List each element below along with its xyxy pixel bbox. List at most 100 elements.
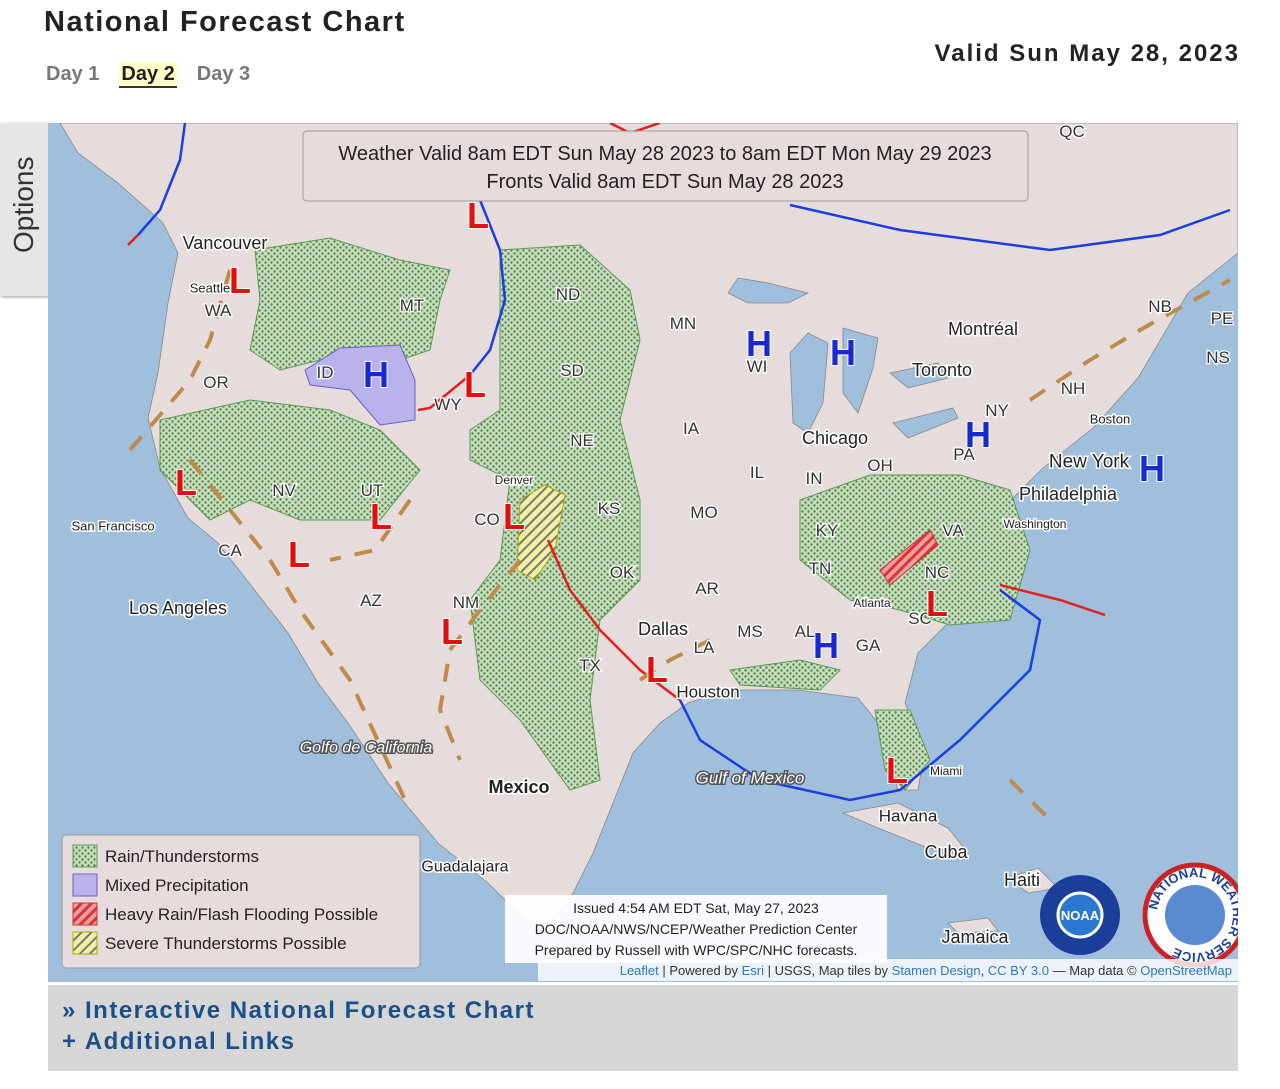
region-label: NC [925,563,950,582]
low-pressure: L [441,611,463,652]
region-label: IL [750,463,764,482]
region-label: NV [272,481,296,500]
place-label: Denver [495,473,534,487]
high-pressure: H [746,323,772,364]
day-tab[interactable]: Day 2 [119,62,177,88]
low-pressure: L [370,496,392,537]
legend [61,834,421,969]
region-label: WA [205,301,232,320]
banner [302,130,1029,202]
region-label: QC [1059,123,1085,141]
low-pressure: L [229,260,251,301]
region-label: SD [560,361,584,380]
page-link[interactable]: + Additional Links [62,1028,296,1055]
region-label: WY [434,395,461,414]
high-pressure: H [363,354,389,395]
place-label: Cuba [924,842,968,862]
day-tab[interactable]: Day 1 [46,63,100,85]
region-label: AZ [360,591,382,610]
region-label: NH [1061,379,1086,398]
region-label: NM [453,593,479,612]
options-label[interactable]: Options [8,156,39,254]
region-label: NY [985,401,1009,420]
place-label: Golfo de California [300,739,433,756]
region-label: UT [361,481,384,500]
region-label: KY [816,521,839,540]
low-pressure: L [288,534,310,575]
region-label: LA [694,638,715,657]
attribution-link[interactable]: OpenStreetMap [1140,963,1232,978]
forecast-map: WA OR CA NV ID MT WY UT CO AZ NM ND SD NE KS OK TX MN IA MO… [48,123,1238,982]
place-label: Gulf of Mexico [696,769,805,788]
place-label: Mexico [488,777,549,797]
place-label: Jamaica [941,927,1009,947]
high-pressure: H [965,414,991,455]
region-label: KS [598,499,621,518]
low-pressure: L [646,649,668,690]
high-pressure: H [1139,448,1165,489]
region-label: NS [1206,348,1230,367]
link-bar: » Interactive National Forecast Chart + A… [48,985,1238,1071]
high-pressure: H [830,332,856,373]
place-label: Seattle [190,280,230,295]
place-label: Havana [879,807,938,826]
place-label: Dallas [638,619,688,639]
place-label: Guadalajara [421,858,508,875]
low-pressure: L [926,583,948,624]
region-label: NB [1148,297,1172,316]
region-label: MT [400,296,425,315]
place-label: Haiti [1004,870,1040,890]
region-label: PA [953,445,975,464]
place-label: Toronto [912,360,972,380]
legend-label: Rain/Thunderstorms [105,847,259,866]
attribution-link[interactable]: Esri [742,963,765,978]
attribution-text: | Powered by [659,963,742,978]
region-label: GA [856,636,881,655]
region-label: CO [474,510,500,529]
attribution-link[interactable]: Leaflet [620,963,659,978]
attribution-text: | USGS, Map tiles by [764,963,892,978]
banner-line: Fronts Valid 8am EDT Sun May 28 2023 [486,171,843,193]
attribution: Leaflet | Powered by Esri | USGS, Map ti… [620,963,1232,978]
place-label: Los Angeles [129,598,227,618]
region-label: NE [570,431,594,450]
page-link[interactable]: » Interactive National Forecast Chart [62,997,535,1024]
place-label: Montréal [948,319,1018,339]
region-label: OK [610,563,635,582]
low-pressure: L [464,364,486,405]
place-label: Atlanta [853,596,891,610]
place-label: Houston [676,683,739,702]
noaa-logo-text: NOAA [1061,908,1100,923]
region-label: MS [737,622,763,641]
attribution-link[interactable]: Stamen Design [892,963,981,978]
region-label: IN [806,469,823,488]
place-label: Miami [930,764,962,778]
place-label: Vancouver [183,233,268,253]
region-label: ND [556,285,581,304]
banner-line: Weather Valid 8am EDT Sun May 28 2023 to… [338,143,991,165]
place-label: New York [1049,451,1130,472]
attribution-bar [538,959,1238,981]
legend-label: Severe Thunderstorms Possible [105,934,347,953]
place-label: Washington [1004,517,1067,531]
valid-date: Valid Sun May 28, 2023 [934,40,1240,67]
low-pressure: L [175,462,197,503]
options-tab[interactable]: Options [0,123,55,296]
fronts [127,123,1231,802]
attribution-text: , [981,963,988,978]
legend-label: Mixed Precipitation [105,876,249,895]
issued-line: Issued 4:54 AM EDT Sat, May 27, 2023 [573,900,819,916]
region-label: WI [747,357,768,376]
high-pressure: H [813,625,839,666]
place-label: Chicago [802,428,868,448]
region-label: OR [203,373,229,392]
attribution-link[interactable]: CC BY 3.0 [988,963,1049,978]
day-tabs: Day 1 Day 2 Day 3 [44,62,270,88]
region-label: MN [670,314,696,333]
region-label: TN [809,559,832,578]
place-label: San Francisco [71,518,154,533]
page-title: National Forecast Chart [44,6,406,38]
low-pressure: L [886,750,908,791]
day-tab[interactable]: Day 3 [196,63,251,85]
